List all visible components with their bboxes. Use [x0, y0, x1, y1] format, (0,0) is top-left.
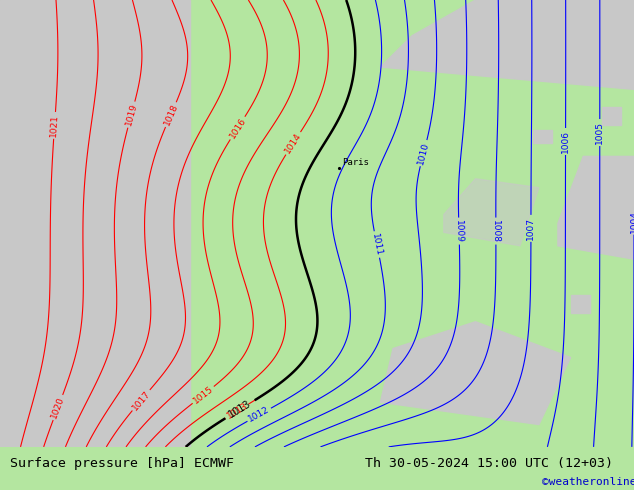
Text: 1006: 1006 — [561, 130, 570, 153]
Text: 1019: 1019 — [124, 102, 139, 127]
Text: 1004: 1004 — [630, 210, 634, 233]
Polygon shape — [571, 295, 590, 313]
Polygon shape — [380, 322, 571, 424]
Polygon shape — [0, 0, 209, 447]
Text: 1015: 1015 — [191, 384, 215, 406]
Text: 1011: 1011 — [370, 232, 384, 257]
Polygon shape — [0, 0, 190, 447]
Text: 1020: 1020 — [49, 395, 66, 420]
Text: 1017: 1017 — [130, 389, 152, 412]
Polygon shape — [444, 179, 539, 246]
Text: 1016: 1016 — [228, 116, 247, 140]
Text: 1010: 1010 — [417, 141, 430, 166]
Text: 1005: 1005 — [595, 121, 604, 144]
Text: Paris: Paris — [342, 158, 369, 168]
Text: 1014: 1014 — [283, 131, 303, 155]
Text: 1007: 1007 — [526, 217, 536, 240]
Polygon shape — [380, 0, 634, 89]
Text: 1012: 1012 — [247, 405, 271, 424]
Text: 1018: 1018 — [162, 102, 179, 127]
Text: 1013: 1013 — [227, 398, 253, 420]
Text: ©weatheronline.co.uk: ©weatheronline.co.uk — [542, 477, 634, 487]
Text: 1008: 1008 — [491, 220, 500, 243]
Text: 1013: 1013 — [225, 401, 249, 421]
Text: Th 30-05-2024 15:00 UTC (12+03): Th 30-05-2024 15:00 UTC (12+03) — [365, 457, 612, 470]
Text: 1021: 1021 — [49, 114, 60, 137]
Polygon shape — [558, 156, 634, 259]
Polygon shape — [495, 353, 520, 367]
Text: 1009: 1009 — [454, 220, 464, 243]
Polygon shape — [602, 107, 621, 125]
Polygon shape — [533, 129, 552, 143]
Text: Surface pressure [hPa] ECMWF: Surface pressure [hPa] ECMWF — [10, 457, 233, 470]
